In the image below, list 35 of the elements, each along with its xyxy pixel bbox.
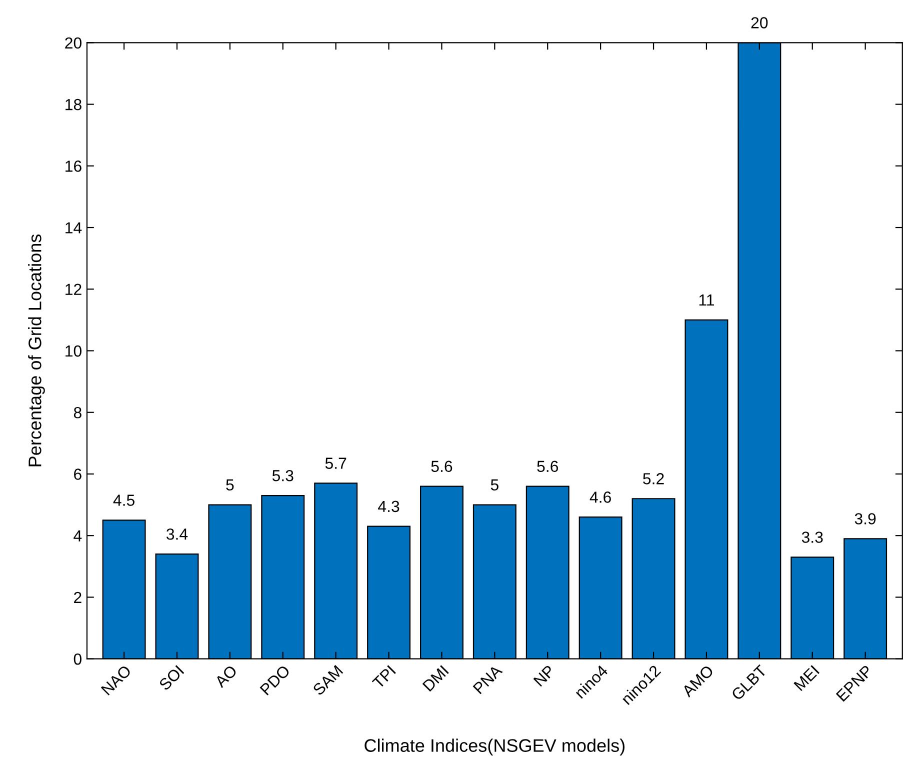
data-label: 11 [699, 294, 714, 306]
y-tick-label: 0 [74, 653, 82, 665]
y-tick-label: 14 [66, 222, 82, 234]
data-label: 4.3 [378, 500, 400, 512]
x-tick-label: TPI [372, 665, 396, 690]
y-tick-label: 20 [65, 37, 82, 49]
x-tick-label: SOI [158, 665, 184, 691]
data-label: 3.3 [802, 532, 823, 543]
y-tick-label: 12 [66, 284, 82, 295]
y-tick-label: 18 [66, 98, 82, 110]
y-tick-label: 10 [66, 345, 82, 357]
data-label: 4.6 [590, 492, 611, 503]
data-label: 5.3 [272, 470, 294, 482]
x-tick-label: MEI [794, 665, 820, 692]
data-label: 5.6 [431, 460, 452, 472]
y-tick-label: 8 [74, 407, 82, 418]
data-label: 4.5 [113, 494, 134, 506]
x-tick-label: NP [533, 664, 556, 687]
data-label: 5 [226, 479, 234, 491]
x-tick-label: AO [214, 664, 238, 688]
data-label: 5 [490, 479, 498, 491]
data-label: 5.2 [643, 473, 664, 484]
data-label: 3.9 [854, 513, 876, 524]
data-label: 5.6 [537, 460, 558, 472]
x-axis-title: Climate Indices(NSGEV models) [364, 738, 624, 756]
y-axis-title: Percentage of Grid Locations [28, 234, 45, 466]
x-tick-label: PNA [472, 664, 503, 694]
y-tick-label: 2 [74, 592, 82, 603]
data-label: 3.4 [166, 528, 188, 540]
y-tick-label: 4 [74, 530, 82, 542]
y-tick-label: 6 [74, 468, 82, 480]
y-tick-label: 16 [66, 160, 82, 172]
data-label: 20 [751, 17, 768, 28]
data-label: 5.7 [325, 458, 346, 469]
x-tick-label: DMI [422, 665, 449, 692]
